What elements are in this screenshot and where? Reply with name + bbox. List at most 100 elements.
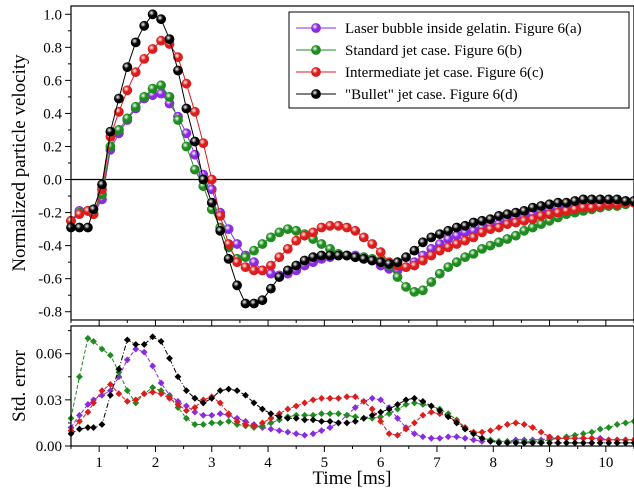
std-data-point xyxy=(470,430,477,438)
data-point xyxy=(409,245,420,256)
std-data-point xyxy=(368,405,376,413)
std-data-point xyxy=(250,422,258,430)
velocity-panel: -0.8 -0.6 -0.4 -0.2 0.0 0.2 0.4 0.6 0.8 1.0 Norma… xyxy=(9,5,634,326)
legend-label: "Bullet" jet case. Figure 6(d) xyxy=(345,87,518,103)
std-data-point xyxy=(520,421,528,428)
data-point xyxy=(114,93,124,104)
data-point xyxy=(434,268,445,279)
std-data-point xyxy=(90,337,97,345)
std-data-point xyxy=(461,425,469,433)
std-data-point xyxy=(216,410,224,418)
std-data-point xyxy=(132,341,140,348)
std-data-point xyxy=(318,394,325,402)
std-data-point xyxy=(579,434,587,442)
data-point xyxy=(519,215,530,226)
std-data-point xyxy=(335,394,342,402)
data-point xyxy=(586,202,597,213)
std-data-point xyxy=(394,431,401,439)
data-point xyxy=(570,196,580,206)
std-series-intermediate-jet-case-figure-6-c xyxy=(67,381,634,444)
std-data-point xyxy=(242,421,249,428)
data-point xyxy=(105,126,116,137)
data-point xyxy=(308,252,318,263)
data-point xyxy=(493,210,504,221)
std-data-point xyxy=(157,337,165,345)
data-point xyxy=(553,207,563,218)
data-point xyxy=(578,202,589,213)
data-point xyxy=(426,250,437,261)
data-point xyxy=(333,220,344,231)
data-point xyxy=(333,250,344,261)
std-data-point xyxy=(225,385,233,393)
std-data-point xyxy=(377,396,385,404)
data-point xyxy=(417,237,428,248)
data-point xyxy=(173,65,183,76)
std-series-line xyxy=(70,348,634,442)
std-data-point xyxy=(318,427,325,435)
std-data-point xyxy=(436,434,444,442)
data-point xyxy=(240,262,251,272)
data-point xyxy=(316,239,327,249)
x-tick-label: 6 xyxy=(377,455,385,471)
data-point xyxy=(612,194,622,205)
data-point xyxy=(240,298,251,309)
std-data-point xyxy=(605,439,613,447)
data-point xyxy=(232,257,242,268)
data-point xyxy=(544,209,555,220)
data-point xyxy=(401,281,411,292)
std-data-point xyxy=(588,434,596,442)
std-data-point xyxy=(84,408,92,416)
data-point xyxy=(215,225,226,236)
data-point xyxy=(122,62,133,72)
std-data-point xyxy=(301,399,309,407)
data-point xyxy=(392,272,403,282)
y-tick-label: -0.2 xyxy=(38,206,62,222)
std-data-point xyxy=(98,345,106,353)
data-point xyxy=(257,265,268,276)
data-point xyxy=(553,197,563,208)
data-point xyxy=(181,141,192,152)
std-data-point xyxy=(402,401,410,408)
std-data-point xyxy=(132,396,140,404)
std-data-point xyxy=(292,430,300,438)
data-point xyxy=(460,252,470,263)
std-data-point xyxy=(267,414,275,422)
std-data-point xyxy=(529,439,537,447)
std-series-line xyxy=(70,337,634,442)
std-data-point xyxy=(360,414,368,422)
std-data-point xyxy=(630,417,634,425)
std-data-point xyxy=(174,373,182,381)
data-point xyxy=(434,245,445,256)
data-point xyxy=(375,247,386,258)
data-point xyxy=(240,252,251,263)
data-point xyxy=(392,257,403,268)
std-data-point xyxy=(115,365,123,373)
data-point xyxy=(122,85,133,96)
data-point xyxy=(536,210,546,221)
data-point xyxy=(544,199,555,210)
std-data-point xyxy=(579,439,587,447)
data-point xyxy=(426,232,437,243)
std-data-point xyxy=(149,333,157,341)
x-tick-label: 5 xyxy=(321,455,329,471)
std-data-point xyxy=(84,424,92,431)
std-data-point xyxy=(427,402,435,410)
std-data-point xyxy=(225,417,233,425)
std-data-point xyxy=(318,410,325,418)
y-tick-label: 0.4 xyxy=(43,106,62,122)
std-data-point xyxy=(183,387,190,395)
data-point xyxy=(519,205,530,216)
y-tick-label: 0.8 xyxy=(43,40,62,56)
series-laser-bubble-inside-gelatin-figure-6-a xyxy=(66,88,634,281)
std-data-point xyxy=(225,410,233,418)
data-point xyxy=(265,268,276,279)
data-point xyxy=(257,295,268,306)
std-data-point xyxy=(453,433,461,441)
y-tick-label: 0.2 xyxy=(43,139,62,155)
std-data-point xyxy=(613,439,621,447)
std-data-point xyxy=(149,362,157,370)
std-data-point xyxy=(427,434,435,442)
data-point xyxy=(603,194,614,205)
data-point xyxy=(74,222,85,233)
data-point xyxy=(130,37,141,48)
